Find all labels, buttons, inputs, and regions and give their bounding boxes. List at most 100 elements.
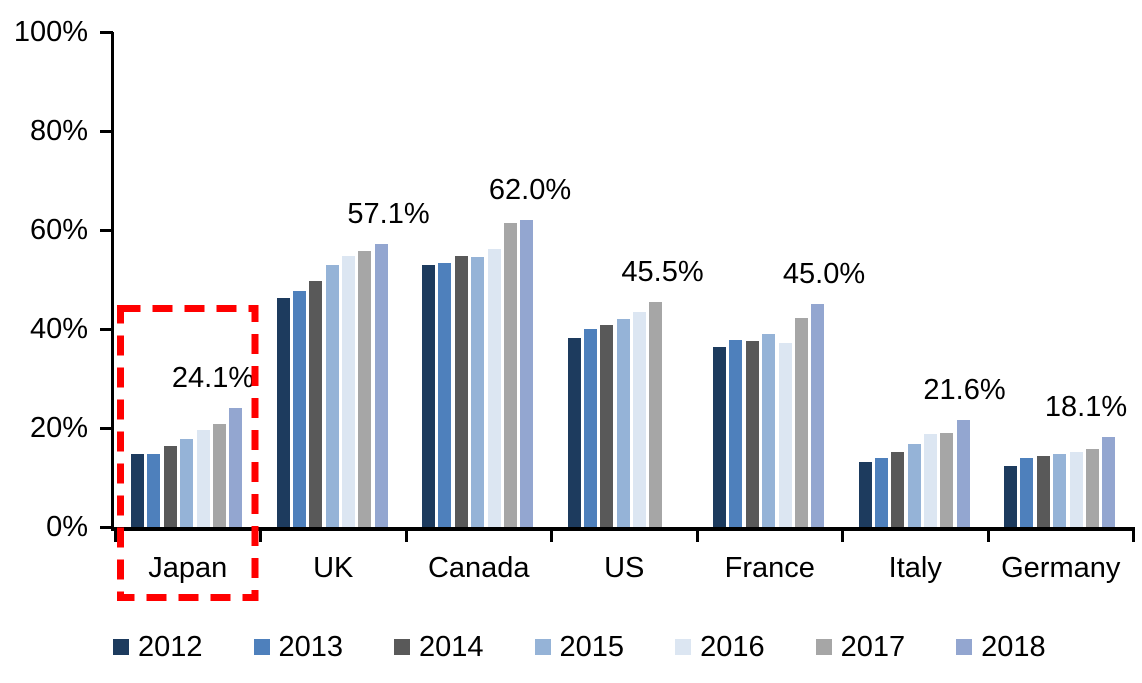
x-axis-label-japan: Japan — [148, 552, 228, 584]
bar-italy-2013 — [874, 457, 888, 527]
bar-uk-2014 — [309, 280, 323, 527]
y-axis-tick-label: 40% — [29, 313, 88, 345]
bar-canada-2014 — [454, 255, 468, 527]
legend-swatch-2013 — [253, 639, 270, 655]
bar-us-2013 — [583, 328, 597, 527]
x-axis-tick-mark — [1132, 531, 1135, 542]
bar-us-2014 — [600, 324, 614, 527]
bar-us-2017 — [649, 301, 663, 527]
bar-us-2012 — [567, 337, 581, 527]
bar-uk-2013 — [292, 291, 306, 527]
data-label-france: 45.0% — [782, 258, 866, 291]
y-axis-tick-mark — [100, 30, 113, 34]
bar-canada-2015 — [471, 256, 485, 527]
legend-label-2014: 2014 — [419, 631, 484, 663]
bar-uk-2015 — [325, 264, 339, 527]
legend-item-2016: 2016 — [675, 630, 765, 664]
y-axis-tick-label: 20% — [29, 412, 88, 444]
y-axis-tick-label: 100% — [13, 16, 88, 48]
bar-germany-2014 — [1036, 456, 1050, 527]
bar-france-2017 — [794, 318, 808, 527]
legend-label-2015: 2015 — [559, 631, 625, 663]
bar-us-2016 — [633, 311, 647, 527]
y-axis-tick-mark — [100, 327, 113, 331]
data-label-japan: 24.1% — [171, 361, 255, 394]
legend-swatch-2014 — [394, 639, 411, 655]
x-axis-tick-mark — [259, 531, 262, 542]
data-label-germany: 18.1% — [1044, 391, 1128, 424]
x-axis-label-canada: Canada — [427, 552, 530, 584]
y-axis-line — [111, 32, 114, 531]
bar-group-us — [567, 301, 663, 527]
legend-swatch-2018 — [956, 639, 973, 655]
y-axis-tick-label: 0% — [46, 511, 88, 543]
bar-germany-2016 — [1069, 451, 1083, 527]
x-axis-label-us: US — [604, 552, 645, 584]
bar-us-2015 — [616, 318, 630, 527]
x-axis-label-france: France — [724, 552, 815, 584]
bar-italy-2015 — [907, 444, 921, 527]
y-axis-tick-label: 60% — [29, 214, 88, 246]
x-axis-line — [111, 527, 1135, 531]
y-axis-tick-mark — [100, 129, 113, 133]
legend-swatch-2017 — [815, 639, 832, 655]
data-label-italy: 21.6% — [923, 374, 1006, 407]
bar-japan-2015 — [180, 438, 194, 527]
legend-item-2017: 2017 — [815, 630, 906, 664]
legend: 2012 2013 2014 2015 2016 2017 2018 — [113, 630, 1046, 664]
bar-uk-2018 — [374, 244, 388, 527]
legend-label-2012: 2012 — [138, 631, 203, 663]
x-axis-tick-mark — [550, 531, 553, 542]
bar-group-canada — [422, 220, 534, 527]
legend-item-2015: 2015 — [534, 630, 625, 664]
bar-canada-2018 — [520, 220, 534, 527]
bar-uk-2017 — [358, 251, 372, 527]
bar-group-france — [713, 304, 825, 527]
legend-label-2018: 2018 — [981, 631, 1046, 663]
bar-japan-2018 — [229, 407, 243, 527]
x-axis-tick-mark — [986, 531, 990, 542]
bar-germany-2018 — [1102, 437, 1116, 527]
bar-italy-2018 — [956, 420, 970, 527]
bar-germany-2013 — [1020, 458, 1034, 527]
bar-italy-2012 — [858, 462, 872, 527]
bar-france-2012 — [713, 346, 726, 527]
data-label-canada: 62.0% — [488, 174, 572, 207]
x-axis-tick-mark — [404, 531, 408, 542]
bar-group-uk — [276, 244, 388, 527]
bar-italy-2014 — [891, 451, 905, 527]
bar-japan-2016 — [196, 430, 210, 527]
bar-france-2015 — [762, 334, 776, 527]
y-axis-tick-mark — [100, 525, 113, 529]
bar-group-germany — [1004, 437, 1116, 527]
legend-item-2014: 2014 — [394, 630, 484, 664]
bar-germany-2017 — [1085, 448, 1099, 527]
bar-uk-2012 — [276, 297, 290, 527]
x-axis-label-germany: Germany — [1001, 552, 1121, 584]
bar-italy-2016 — [924, 433, 938, 527]
bar-france-2014 — [745, 341, 759, 527]
bar-japan-2013 — [147, 453, 161, 527]
x-axis-label-italy: Italy — [888, 552, 942, 584]
legend-swatch-2015 — [534, 639, 551, 655]
bar-germany-2015 — [1053, 454, 1067, 527]
bar-france-2013 — [729, 340, 743, 527]
bar-france-2016 — [778, 342, 792, 527]
legend-swatch-2016 — [675, 639, 692, 655]
legend-label-2016: 2016 — [700, 631, 765, 663]
data-label-uk: 57.1% — [347, 198, 430, 231]
x-axis-tick-mark — [113, 531, 117, 542]
bar-group-italy — [858, 420, 970, 527]
legend-swatch-2012 — [113, 639, 129, 655]
data-label-us: 45.5% — [621, 255, 704, 288]
x-axis-tick-mark — [695, 531, 699, 542]
legend-item-2012: 2012 — [113, 630, 203, 664]
legend-label-2017: 2017 — [840, 631, 906, 663]
bar-canada-2012 — [422, 265, 435, 527]
legend-item-2018: 2018 — [956, 630, 1046, 664]
bar-uk-2016 — [342, 256, 356, 527]
bar-canada-2017 — [503, 222, 517, 527]
x-axis-label-uk: UK — [313, 552, 354, 584]
y-axis-tick-mark — [100, 228, 113, 232]
bar-france-2018 — [811, 304, 825, 527]
